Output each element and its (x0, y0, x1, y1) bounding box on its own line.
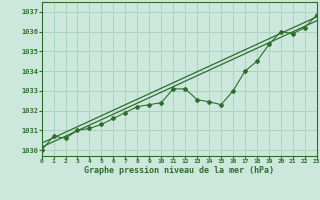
X-axis label: Graphe pression niveau de la mer (hPa): Graphe pression niveau de la mer (hPa) (84, 166, 274, 175)
